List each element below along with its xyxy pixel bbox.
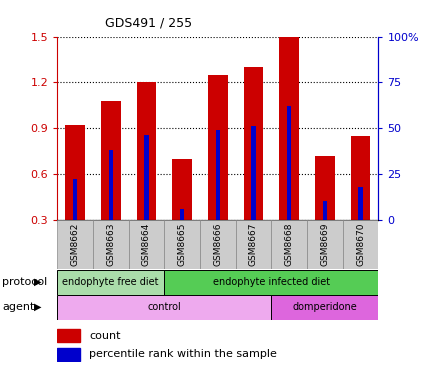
Text: ▶: ▶ <box>33 302 41 312</box>
Bar <box>271 220 307 269</box>
Bar <box>136 82 156 220</box>
Bar <box>208 75 227 220</box>
Text: GSM8667: GSM8667 <box>249 223 258 266</box>
Bar <box>236 220 271 269</box>
Text: control: control <box>147 302 181 312</box>
Text: GSM8663: GSM8663 <box>106 223 115 266</box>
Bar <box>73 179 77 220</box>
Bar <box>307 220 343 269</box>
Bar <box>279 18 299 220</box>
Bar <box>359 187 363 220</box>
Text: protocol: protocol <box>2 277 48 287</box>
Text: GSM8669: GSM8669 <box>320 223 330 266</box>
Bar <box>343 220 378 269</box>
Text: ▶: ▶ <box>33 277 41 287</box>
Bar <box>144 135 149 220</box>
Text: GSM8664: GSM8664 <box>142 223 151 266</box>
Text: endophyte free diet: endophyte free diet <box>62 277 159 287</box>
Bar <box>128 220 164 269</box>
Bar <box>109 150 113 220</box>
Text: GDS491 / 255: GDS491 / 255 <box>106 16 193 29</box>
Text: GSM8665: GSM8665 <box>178 223 187 266</box>
Text: agent: agent <box>2 302 35 312</box>
Bar <box>287 106 291 220</box>
Bar <box>57 329 80 342</box>
Bar <box>244 67 263 220</box>
Text: endophyte infected diet: endophyte infected diet <box>213 277 330 287</box>
Bar <box>200 220 236 269</box>
Bar <box>65 125 85 220</box>
Bar <box>93 220 128 269</box>
Bar <box>323 201 327 220</box>
Bar <box>164 270 378 295</box>
Text: percentile rank within the sample: percentile rank within the sample <box>89 349 277 359</box>
Bar <box>271 295 378 320</box>
Bar <box>351 136 370 220</box>
Text: GSM8666: GSM8666 <box>213 223 222 266</box>
Bar <box>57 295 271 320</box>
Bar <box>57 220 93 269</box>
Text: GSM8662: GSM8662 <box>70 223 80 266</box>
Bar <box>101 101 121 220</box>
Bar <box>164 220 200 269</box>
Bar <box>180 209 184 220</box>
Text: count: count <box>89 331 121 341</box>
Text: GSM8670: GSM8670 <box>356 223 365 266</box>
Bar <box>57 270 164 295</box>
Bar <box>216 130 220 220</box>
Bar <box>251 126 256 220</box>
Bar <box>57 348 80 361</box>
Text: GSM8668: GSM8668 <box>285 223 293 266</box>
Text: domperidone: domperidone <box>293 302 357 312</box>
Bar <box>172 158 192 220</box>
Bar <box>315 156 335 220</box>
